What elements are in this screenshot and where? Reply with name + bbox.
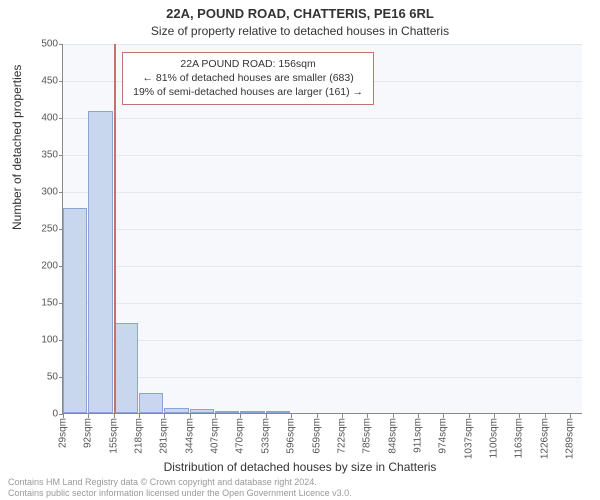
histogram-bar [88, 111, 112, 413]
gridline [63, 118, 582, 119]
xtick-label: 29sqm [58, 418, 69, 448]
xtick-label: 1100sqm [489, 418, 500, 458]
plot-area: 05010015020025030035040045050022A POUND … [62, 44, 582, 414]
reference-line [114, 44, 116, 413]
ytick-mark [59, 44, 63, 45]
ytick-label: 300 [24, 187, 58, 198]
xtick-label: 281sqm [159, 418, 170, 454]
xtick-label: 974sqm [438, 418, 449, 454]
xtick-label: 1163sqm [514, 418, 525, 458]
ytick-label: 400 [24, 113, 58, 124]
annotation-line3: 19% of semi-detached houses are larger (… [133, 85, 363, 99]
annotation-line2: ← 81% of detached houses are smaller (68… [133, 71, 363, 85]
histogram-bar [190, 409, 214, 413]
gridline [63, 340, 582, 341]
x-axis-label: Distribution of detached houses by size … [0, 460, 600, 474]
ytick-mark [59, 155, 63, 156]
xtick-label: 659sqm [311, 418, 322, 454]
xtick-label: 533sqm [260, 418, 271, 454]
xtick-label: 596sqm [286, 418, 297, 454]
xtick-label: 344sqm [184, 418, 195, 454]
ytick-label: 350 [24, 150, 58, 161]
xtick-label: 722sqm [336, 418, 347, 454]
gridline [63, 155, 582, 156]
chart-container: 22A, POUND ROAD, CHATTERIS, PE16 6RL Siz… [0, 0, 600, 500]
xtick-label: 848sqm [387, 418, 398, 454]
ytick-label: 100 [24, 335, 58, 346]
ytick-label: 200 [24, 261, 58, 272]
annotation-box: 22A POUND ROAD: 156sqm← 81% of detached … [122, 52, 374, 105]
gridline [63, 377, 582, 378]
histogram-bar [215, 411, 239, 413]
histogram-bar [266, 411, 290, 413]
xtick-label: 92sqm [83, 418, 94, 448]
histogram-bar [240, 411, 264, 413]
xtick-label: 218sqm [134, 418, 145, 454]
xtick-label: 470sqm [235, 418, 246, 454]
footer-attribution: Contains HM Land Registry data © Crown c… [8, 477, 592, 498]
ytick-label: 450 [24, 76, 58, 87]
xtick-label: 1226sqm [539, 418, 550, 459]
chart-title-main: 22A, POUND ROAD, CHATTERIS, PE16 6RL [0, 0, 600, 21]
xtick-label: 911sqm [412, 418, 423, 453]
ytick-mark [59, 192, 63, 193]
ytick-label: 50 [24, 372, 58, 383]
gridline [63, 266, 582, 267]
xtick-label: 155sqm [108, 418, 119, 454]
footer-line2: Contains public sector information licen… [8, 488, 592, 498]
histogram-bar [114, 323, 138, 413]
footer-line1: Contains HM Land Registry data © Crown c… [8, 477, 592, 487]
ytick-label: 0 [24, 409, 58, 420]
xtick-label: 407sqm [210, 418, 221, 454]
ytick-label: 500 [24, 39, 58, 50]
y-axis-label: Number of detached properties [10, 65, 24, 230]
ytick-label: 150 [24, 298, 58, 309]
annotation-line1: 22A POUND ROAD: 156sqm [133, 57, 363, 71]
ytick-mark [59, 118, 63, 119]
histogram-bar [164, 408, 188, 413]
xtick-label: 1037sqm [463, 418, 474, 459]
gridline [63, 229, 582, 230]
chart-plot-wrap: 05010015020025030035040045050022A POUND … [62, 44, 582, 414]
histogram-bar [63, 208, 87, 413]
xtick-label: 1289sqm [565, 418, 576, 459]
xtick-label: 785sqm [362, 418, 373, 454]
ytick-label: 250 [24, 224, 58, 235]
gridline [63, 303, 582, 304]
ytick-mark [59, 81, 63, 82]
gridline [63, 44, 582, 45]
chart-title-sub: Size of property relative to detached ho… [0, 21, 600, 42]
histogram-bar [139, 393, 163, 413]
gridline [63, 192, 582, 193]
